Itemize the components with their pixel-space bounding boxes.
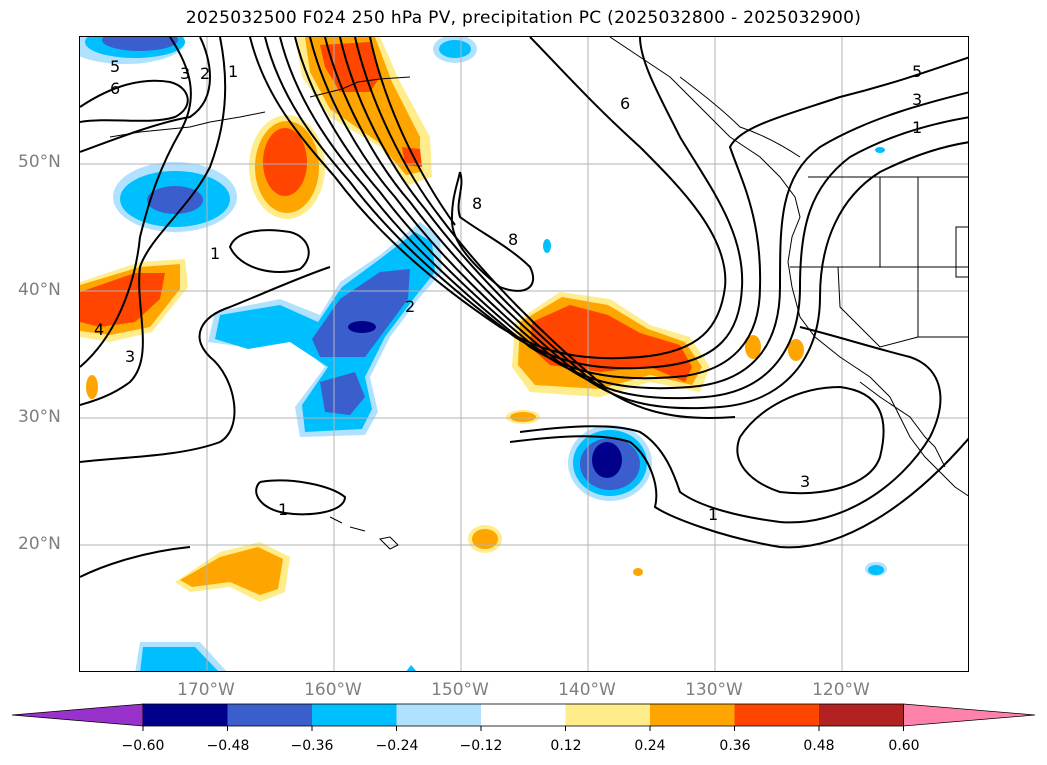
- colorbar-frame: [142, 703, 904, 727]
- colorbar-bins: [11, 703, 1036, 731]
- coastlines: [109, 37, 968, 550]
- lat-label-50n: 50°N: [18, 152, 61, 172]
- colorbar-bin: [650, 704, 735, 726]
- colorbar-bin: [396, 704, 482, 726]
- colorbar-tick-label: 0.36: [719, 738, 750, 754]
- lon-label-150w: 150°W: [431, 680, 489, 700]
- colorbar: −0.60 −0.48 −0.36 −0.24 −0.12 0.12 0.24 …: [11, 703, 1036, 754]
- pv-contours: [80, 37, 968, 578]
- colorbar-bin: [312, 704, 397, 726]
- contour-label: 3: [800, 472, 810, 491]
- contour-label: 3: [125, 347, 135, 366]
- contour-label: 3: [180, 64, 190, 83]
- colorbar-tick-label: −0.24: [376, 738, 419, 754]
- lat-label-30n: 30°N: [18, 407, 61, 427]
- colorbar-extend-min: [11, 703, 144, 727]
- contour-label: 4: [94, 320, 104, 339]
- lon-label-170w: 170°W: [177, 680, 235, 700]
- colorbar-bin: [143, 704, 228, 726]
- colorbar-bin: [227, 704, 313, 726]
- lat-label-40n: 40°N: [18, 280, 61, 300]
- contour-label: 3: [912, 90, 922, 109]
- lon-label-130w: 130°W: [685, 680, 743, 700]
- contour-label: 8: [508, 230, 518, 249]
- colorbar-tick-label: 0.12: [550, 738, 581, 754]
- lat-label-20n: 20°N: [18, 534, 61, 554]
- contour-label: 1: [228, 62, 238, 81]
- contour-label: 1: [912, 118, 922, 137]
- lon-label-140w: 140°W: [558, 680, 616, 700]
- colorbar-bin: [819, 704, 904, 726]
- contour-label: 5: [110, 57, 120, 76]
- colorbar-bin: [734, 704, 820, 726]
- map-panel: 5 3 2 1 6 8 8 1 3 4 2 1 1 3 6 5 3 1: [79, 36, 969, 672]
- lon-label-120w: 120°W: [812, 680, 870, 700]
- contour-label: 6: [620, 94, 630, 113]
- contour-label: 1: [210, 244, 220, 263]
- precipitation-shading: [80, 37, 887, 671]
- map-canvas: 5 3 2 1 6 8 8 1 3 4 2 1 1 3 6 5 3 1: [80, 37, 968, 671]
- contour-label: 8: [472, 194, 482, 213]
- colorbar-bin: [481, 704, 566, 726]
- colorbar-bin: [565, 704, 651, 726]
- colorbar-tick-label: 0.48: [803, 738, 834, 754]
- colorbar-tick-label: −0.12: [460, 738, 503, 754]
- contour-label: 2: [405, 297, 415, 316]
- contour-label: 1: [708, 505, 718, 524]
- contour-label: 5: [912, 62, 922, 81]
- lon-label-160w: 160°W: [304, 680, 362, 700]
- contour-label: 6: [110, 79, 120, 98]
- contour-label: 1: [278, 500, 288, 519]
- colorbar-tick-label: −0.48: [207, 738, 250, 754]
- contour-labels: 5 3 2 1 6 8 8 1 3 4 2 1 1 3 6 5 3 1: [94, 57, 922, 524]
- colorbar-extend-max: [903, 703, 1036, 727]
- colorbar-tick-label: −0.60: [122, 738, 165, 754]
- colorbar-tick-label: 0.60: [888, 738, 919, 754]
- colorbar-tick-label: −0.36: [291, 738, 334, 754]
- contour-label: 2: [200, 64, 210, 83]
- figure-title: 2025032500 F024 250 hPa PV, precipitatio…: [185, 8, 862, 28]
- colorbar-ticks: −0.60 −0.48 −0.36 −0.24 −0.12 0.12 0.24 …: [122, 738, 920, 754]
- colorbar-tick-label: 0.24: [634, 738, 665, 754]
